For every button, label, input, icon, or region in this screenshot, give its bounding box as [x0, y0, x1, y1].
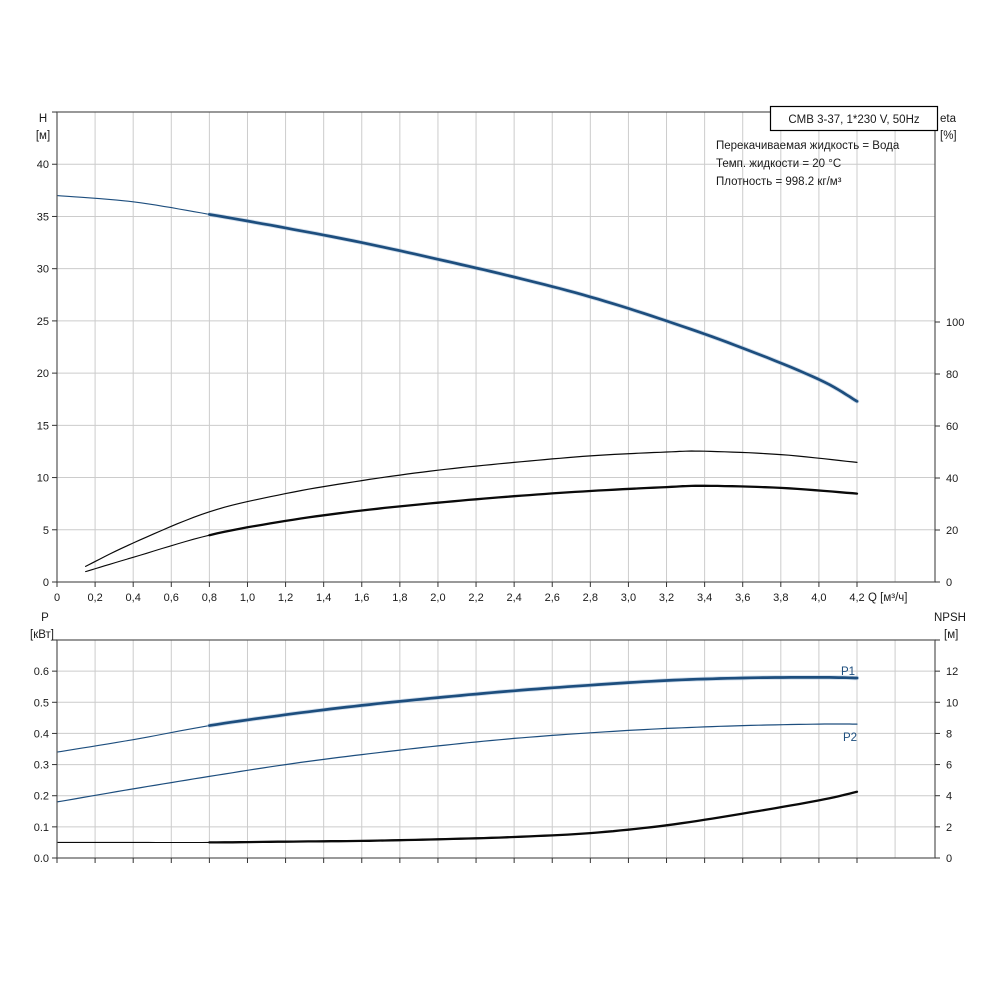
- curves-layer: [56, 195, 860, 844]
- bottom-right-axis-name: NPSH: [934, 612, 966, 624]
- x-axis-tick-label: 2,4: [506, 592, 521, 604]
- right-axis-tick-label: 0: [946, 853, 952, 865]
- x-axis-tick-label: 2,2: [468, 592, 483, 604]
- model-box: [769, 105, 939, 132]
- x-axis-tick-label: 0,4: [126, 592, 141, 604]
- bottom-left-axis-name: P: [41, 612, 49, 624]
- x-axis-tick-label: 1,4: [316, 592, 331, 604]
- left-axis-tick-label: 0.6: [34, 666, 49, 678]
- H-curve: [208, 213, 859, 403]
- left-axis-tick-label: 0.0: [34, 853, 49, 865]
- bottom-right-axis-unit: [м]: [944, 629, 958, 641]
- series-label-p2: P2: [843, 732, 857, 744]
- left-axis-tick-label: 25: [37, 316, 49, 328]
- model-box-label: CMB 3-37, 1*230 V, 50Hz: [788, 114, 920, 126]
- x-axis-tick-label: 2,8: [583, 592, 598, 604]
- left-axis-tick-label: 20: [37, 368, 49, 380]
- top-right-axis-name: eta: [940, 113, 957, 125]
- x-axis-tick-label: 3,4: [697, 592, 712, 604]
- x-axis-tick-label: 0,6: [164, 592, 179, 604]
- grid-layer: [57, 112, 935, 858]
- eta-pump-motor-curve-thin: [85, 534, 210, 573]
- left-axis-tick-label: 35: [37, 211, 49, 223]
- left-axis-tick-label: 5: [43, 525, 49, 537]
- x-axis-tick-label: 2,0: [430, 592, 445, 604]
- x-axis-tick-label: 3,2: [659, 592, 674, 604]
- left-axis-tick-label: 0.4: [34, 728, 49, 740]
- left-axis-tick-label: 30: [37, 264, 49, 276]
- right-axis-tick-label: 60: [946, 421, 958, 433]
- left-axis-tick-label: 0.1: [34, 822, 49, 834]
- x-axis-tick-label: 0,8: [202, 592, 217, 604]
- plot-border: [56, 639, 936, 859]
- eta-pump-curve: [85, 450, 858, 567]
- x-axis-tick-label: 0,2: [87, 592, 102, 604]
- left-axis-tick-label: 0: [43, 577, 49, 589]
- right-axis-tick-label: 100: [946, 317, 964, 329]
- top-right-axis-unit: [%]: [940, 130, 957, 142]
- top-left-axis-name: H: [39, 113, 47, 125]
- x-axis-tick-label: 4,2: [849, 592, 864, 604]
- plot-border: [56, 111, 936, 583]
- top-left-axis-unit: [м]: [36, 130, 50, 142]
- right-axis-tick-label: 2: [946, 822, 952, 834]
- right-axis-tick-label: 12: [946, 666, 958, 678]
- P1-curve-halo: [207, 675, 860, 728]
- P1-curve-thin: [56, 725, 210, 753]
- left-axis-tick-label: 40: [37, 159, 49, 171]
- x-axis-tick-label: 0: [54, 592, 60, 604]
- H-curve-thin: [56, 195, 210, 215]
- x-axis-tick-label: 3,6: [735, 592, 750, 604]
- right-axis-tick-label: 40: [946, 473, 958, 485]
- right-axis-tick-label: 10: [946, 697, 958, 709]
- right-axis-tick-label: 8: [946, 728, 952, 740]
- right-axis-tick-label: 4: [946, 791, 952, 803]
- x-axis-label: Q [м³/ч]: [868, 592, 907, 604]
- right-axis-tick-label: 0: [946, 577, 952, 589]
- P2-curve: [56, 723, 858, 803]
- x-axis-tick-label: 1,6: [354, 592, 369, 604]
- left-axis-tick-label: 0.3: [34, 760, 49, 772]
- left-axis-tick-label: 10: [37, 473, 49, 485]
- series-label-p1: P1: [841, 666, 855, 678]
- x-axis-tick-label: 1,2: [278, 592, 293, 604]
- x-axis-tick-label: 1,8: [392, 592, 407, 604]
- right-axis-tick-label: 20: [946, 525, 958, 537]
- x-axis-tick-label: 1,0: [240, 592, 255, 604]
- left-axis-tick-label: 0.2: [34, 791, 49, 803]
- right-axis-tick-label: 6: [946, 760, 952, 772]
- x-axis-tick-label: 3,8: [773, 592, 788, 604]
- left-axis-tick-label: 15: [37, 420, 49, 432]
- left-axis-tick-label: 0.5: [34, 697, 49, 709]
- x-axis-tick-label: 4,0: [811, 592, 826, 604]
- condition-density: Плотность = 998.2 кг/м³: [716, 176, 842, 188]
- x-axis-tick-label: 3,0: [621, 592, 636, 604]
- P1-curve: [208, 676, 859, 727]
- bottom-left-axis-unit: [кВт]: [30, 629, 54, 641]
- condition-temperature: Темп. жидкости = 20 °C: [716, 158, 841, 170]
- x-axis-tick-label: 2,6: [545, 592, 560, 604]
- condition-liquid: Перекачиваемая жидкость = Вода: [716, 140, 900, 152]
- NPSH-curve: [208, 790, 859, 844]
- eta-pump-motor-curve: [208, 484, 859, 537]
- right-axis-tick-label: 80: [946, 369, 958, 381]
